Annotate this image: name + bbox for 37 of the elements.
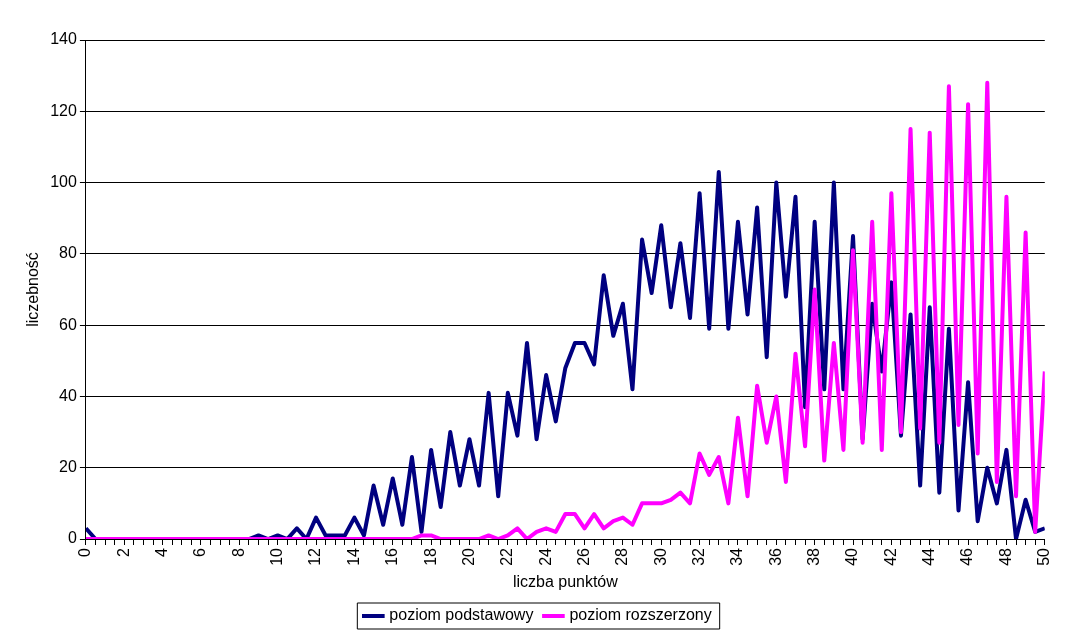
x-axis-title: liczba punktów — [512, 572, 619, 590]
y-tick-label: 120 — [50, 101, 77, 119]
x-tick-label: 38 — [805, 547, 823, 566]
x-tick-label: 24 — [536, 547, 554, 566]
x-tick-label: 28 — [613, 547, 631, 566]
y-tick-label: 80 — [59, 244, 77, 262]
x-tick-label: 12 — [306, 547, 324, 566]
x-tick-label: 8 — [229, 547, 247, 557]
x-tick-label: 16 — [383, 547, 401, 566]
x-tick-label: 14 — [344, 547, 362, 566]
x-tick-label: 42 — [881, 547, 899, 566]
x-tick-label: 2 — [114, 547, 132, 557]
x-tick-label: 40 — [843, 547, 861, 566]
x-tick-label: 22 — [498, 547, 516, 566]
x-tick-label: 30 — [651, 547, 669, 566]
x-tick-label: 20 — [459, 547, 477, 566]
x-tick-label: 32 — [690, 547, 707, 566]
x-tick-label: 36 — [766, 547, 784, 566]
x-tick-label: 34 — [728, 547, 746, 566]
x-tick-label: 50 — [1035, 547, 1053, 566]
x-tick-label: 48 — [996, 547, 1014, 566]
y-tick-label: 40 — [59, 386, 77, 404]
legend-label: poziom podstawowy — [389, 606, 534, 624]
x-tick-label: 18 — [421, 547, 439, 566]
x-tick-label: 10 — [268, 547, 286, 566]
y-tick-label: 100 — [50, 172, 77, 190]
x-tick-label: 44 — [920, 547, 938, 566]
y-tick-label: 20 — [59, 458, 77, 476]
legend-label: poziom rozszerzony — [569, 606, 712, 624]
x-tick-label: 46 — [958, 547, 976, 566]
x-tick-label: 6 — [191, 547, 209, 557]
y-tick-label: 60 — [59, 315, 77, 333]
x-tick-label: 4 — [153, 547, 171, 557]
y-tick-label: 140 — [50, 30, 77, 48]
y-axis-title: liczebność — [24, 252, 42, 327]
x-tick-label: 0 — [76, 547, 94, 557]
x-tick-label: 26 — [574, 547, 592, 566]
